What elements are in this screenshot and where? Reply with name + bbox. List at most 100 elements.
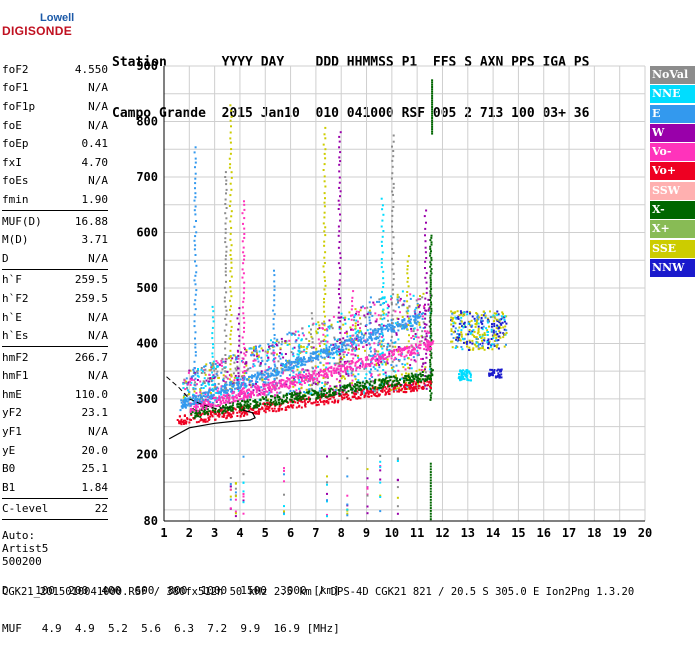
cloud-echo [197,368,199,370]
trace-echo [289,367,292,369]
trace-echo [248,375,250,378]
trace-echo [366,389,369,392]
cloud-echo [252,347,255,350]
cloud-echo [378,363,381,366]
streak-echo [310,356,313,359]
trace-echo [226,414,229,417]
trace-echo [223,387,226,389]
trace-echo [244,395,247,398]
cloud-echo [345,373,348,376]
trace-echo [400,352,403,354]
cloud-echo [285,383,288,386]
cloud-echo [284,340,287,343]
cloud-echo [253,364,256,367]
streak-echo [323,211,326,214]
streak-echo [352,329,355,331]
cloud-echo [386,303,389,306]
cloud-echo [215,400,218,403]
streak-echo [391,288,394,291]
low-echo [326,513,328,516]
cloud-echo [377,374,380,377]
trace-echo [302,360,305,363]
cloud-echo [316,382,319,385]
trace-echo [352,385,355,388]
trace-echo [293,397,296,400]
trace-echo [390,324,393,327]
x-tick-label: 2 [186,526,193,540]
cloud-echo [287,392,290,395]
trace-echo [371,362,374,365]
cloud-echo [377,350,380,353]
streak-echo [351,334,354,337]
streak-echo [225,254,227,257]
trace-echo [312,351,315,354]
cloud-echo [203,382,206,384]
streak-echo [229,337,232,340]
trace-echo [193,400,196,403]
cloud-echo [425,323,428,326]
trace-echo [417,352,419,355]
cluster-echo [469,332,472,335]
streak-echo [338,348,340,351]
trace-echo [229,387,232,390]
trace-echo [213,412,216,415]
trace-echo [383,380,386,383]
trace-echo [396,379,399,382]
cloud-echo [257,355,260,358]
streak-echo [339,357,342,360]
cloud-echo [395,374,397,377]
cluster-echo [504,325,507,328]
streak-echo [225,250,228,253]
streak-echo [273,313,276,316]
trace-echo [385,392,388,395]
streak-echo [297,330,300,333]
trace-echo [331,388,334,391]
trace-echo [372,331,375,334]
trace-echo [316,403,318,406]
trace-echo [180,418,183,421]
cluster-echo [481,328,484,331]
cluster-echo [495,327,498,330]
param-row: C-level 22 [2,500,108,519]
trace-echo [351,395,354,398]
trace-echo [308,372,310,375]
x-tick-label: 12 [435,526,449,540]
x-tick-label: 16 [537,526,551,540]
streak-echo [407,372,410,375]
cluster-echo [500,323,503,326]
streak-echo [212,320,215,323]
streak-echo [237,354,240,357]
cloud-echo [345,330,348,333]
param-row: h`F 259.5 [2,271,108,290]
streak-echo [424,326,427,329]
trace-echo [384,386,387,388]
trace-echo [369,365,371,367]
cloud-echo [295,373,298,376]
cloud-echo [414,335,417,338]
trace-echo [307,391,310,394]
cluster-echo [490,338,493,340]
cloud-echo [199,391,202,394]
cloud-echo [381,336,384,338]
trace-echo [240,383,243,386]
cloud-echo [328,370,331,373]
cloud-echo [357,329,360,332]
trace-echo [345,347,348,350]
trace-echo [326,355,329,358]
trace-echo [354,389,357,392]
trace-echo [373,337,376,340]
streak-echo [337,199,340,202]
trace-echo [246,378,248,381]
cloud-echo [213,376,216,379]
cloud-echo [413,338,415,340]
cloud-echo [347,348,350,351]
trace-echo [377,330,380,332]
trace-echo [374,333,377,336]
trace-echo [414,373,417,376]
cloud-echo [359,327,361,330]
cluster-echo [479,336,482,338]
streak-echo [380,323,383,326]
trace-echo [378,355,380,358]
cloud-echo [203,380,206,383]
cloud-echo [371,376,374,378]
